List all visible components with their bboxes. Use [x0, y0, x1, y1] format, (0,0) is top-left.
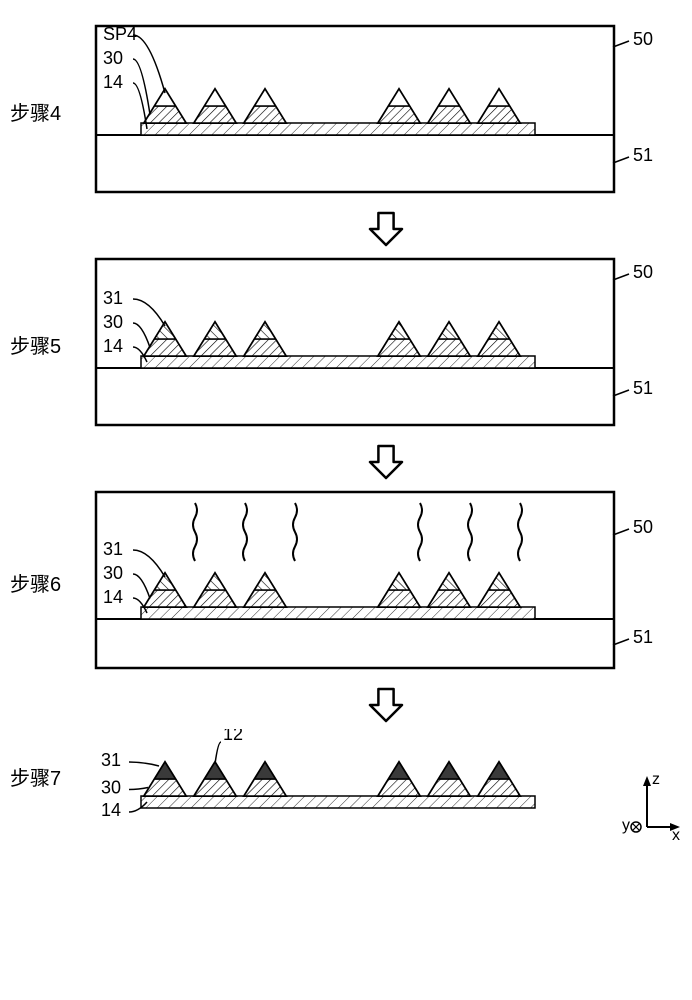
svg-text:50: 50	[633, 29, 653, 49]
svg-text:12: 12	[223, 729, 243, 744]
svg-text:30: 30	[101, 778, 121, 798]
svg-text:SP4: SP4	[103, 24, 137, 44]
flow-arrow	[90, 211, 682, 247]
svg-text:31: 31	[101, 750, 121, 770]
step-row: 步骤7 31 30 14 12	[10, 729, 682, 824]
svg-text:51: 51	[633, 145, 653, 165]
flow-arrow	[90, 444, 682, 480]
panel: 31 30 14 50 51	[90, 486, 682, 679]
panel: SP4 30 14 50 51	[90, 20, 682, 203]
svg-text:30: 30	[103, 312, 123, 332]
svg-text:14: 14	[103, 587, 123, 607]
svg-text:51: 51	[633, 378, 653, 398]
svg-text:14: 14	[101, 800, 121, 819]
step-row: 步骤4 SP4 30 14 50 51	[10, 20, 682, 203]
svg-text:31: 31	[103, 539, 123, 559]
svg-text:51: 51	[633, 627, 653, 647]
svg-text:x: x	[672, 827, 680, 842]
step-label: 步骤4	[10, 97, 80, 126]
step-label: 步骤5	[10, 330, 80, 359]
svg-text:50: 50	[633, 262, 653, 282]
step-row: 步骤5 31 30 14 50 51	[10, 253, 682, 436]
svg-text:14: 14	[103, 72, 123, 92]
svg-text:14: 14	[103, 336, 123, 356]
svg-text:50: 50	[633, 517, 653, 537]
step-label: 步骤6	[10, 568, 80, 597]
svg-text:30: 30	[103, 48, 123, 68]
panel: 31 30 14 12	[90, 729, 682, 824]
svg-text:31: 31	[103, 288, 123, 308]
flow-arrow	[90, 687, 682, 723]
step-row: 步骤6 31 30 14 50 51	[10, 486, 682, 679]
svg-text:30: 30	[103, 563, 123, 583]
step-label: 步骤7	[10, 762, 80, 791]
panel: 31 30 14 50 51	[90, 253, 682, 436]
